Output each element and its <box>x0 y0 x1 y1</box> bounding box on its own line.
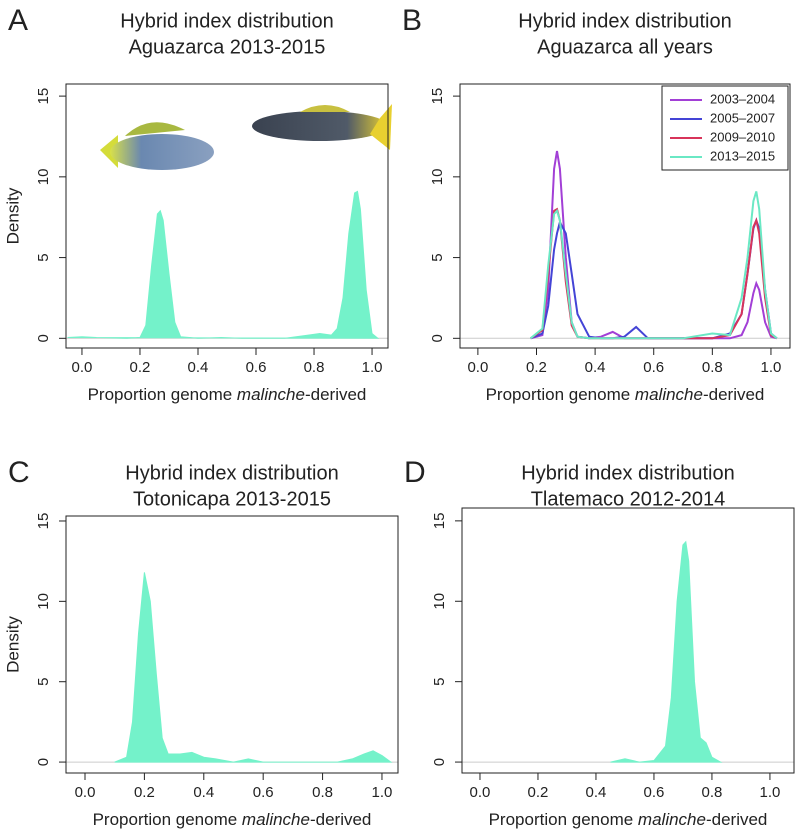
y-tick-label: 5 <box>429 253 446 261</box>
x-tick-label: 0.8 <box>304 359 325 376</box>
x-tick-label: 0.2 <box>526 359 547 376</box>
x-axis-label-part: malinche <box>242 810 310 829</box>
x-axis-label-part: -derived <box>310 810 371 829</box>
panel-letter: B <box>402 4 422 37</box>
x-axis-label-part: Proportion genome <box>93 810 242 829</box>
x-axis-label-part: -derived <box>706 810 767 829</box>
x-tick-label: 0.0 <box>75 784 96 801</box>
x-tick-label: 0.8 <box>312 784 333 801</box>
x-axis-label-part: Proportion genome <box>88 385 237 404</box>
y-tick-label: 0 <box>35 758 52 766</box>
panel-letter: A <box>8 4 28 37</box>
x-tick-label: 0.4 <box>193 784 214 801</box>
x-tick-label: 1.0 <box>362 359 383 376</box>
x-axis-label-part: malinche <box>635 385 703 404</box>
x-tick-label: 0.6 <box>253 784 274 801</box>
y-tick-label: 10 <box>35 169 52 186</box>
chart-title: Aguazarca 2013-2015 <box>129 36 326 58</box>
panel-letter: C <box>8 456 30 489</box>
y-tick-label: 15 <box>35 513 52 530</box>
density-area <box>67 190 380 339</box>
x-axis-label-part: Proportion genome <box>486 385 635 404</box>
x-axis-label: Proportion genome malinche-derived <box>486 385 765 404</box>
y-tick-label: 5 <box>35 253 52 261</box>
x-axis-label: Proportion genome malinche-derived <box>93 810 372 829</box>
legend-label: 2013–2015 <box>710 148 775 163</box>
chart-title: Hybrid index distribution <box>125 462 338 484</box>
chart-title: Tlatemaco 2012-2014 <box>531 488 726 510</box>
x-axis-label: Proportion genome malinche-derived <box>489 810 768 829</box>
y-tick-label: 15 <box>431 513 448 530</box>
y-tick-label: 0 <box>35 334 52 342</box>
x-tick-label: 0.2 <box>528 784 549 801</box>
x-tick-label: 0.8 <box>702 359 723 376</box>
x-tick-label: 0.6 <box>643 359 664 376</box>
legend-label: 2009–2010 <box>710 129 775 144</box>
chart-title: Totonicapa 2013-2015 <box>133 488 331 510</box>
x-tick-label: 1.0 <box>761 359 782 376</box>
y-tick-label: 0 <box>429 334 446 342</box>
x-axis-label-part: -derived <box>703 385 764 404</box>
y-tick-label: 0 <box>431 758 448 766</box>
x-tick-label: 0.6 <box>644 784 665 801</box>
x-tick-label: 0.8 <box>702 784 723 801</box>
x-axis-label-part: Proportion genome <box>489 810 638 829</box>
y-axis-label: Density <box>3 187 22 244</box>
legend-label: 2003–2004 <box>710 91 775 106</box>
y-tick-label: 15 <box>429 88 446 105</box>
legend-label: 2005–2007 <box>710 110 775 125</box>
x-axis-label-part: malinche <box>237 385 305 404</box>
x-tick-label: 0.0 <box>72 359 93 376</box>
x-tick-label: 0.0 <box>467 359 488 376</box>
y-tick-label: 10 <box>35 593 52 610</box>
y-tick-label: 10 <box>429 169 446 186</box>
chart-title: Hybrid index distribution <box>521 462 734 484</box>
x-axis-label-part: malinche <box>638 810 706 829</box>
chart-title: Hybrid index distribution <box>518 10 731 32</box>
x-tick-label: 0.4 <box>585 359 606 376</box>
x-tick-label: 0.4 <box>586 784 607 801</box>
y-tick-label: 5 <box>431 677 448 685</box>
x-tick-label: 0.2 <box>130 359 151 376</box>
x-tick-label: 1.0 <box>372 784 393 801</box>
chart-title: Hybrid index distribution <box>120 10 333 32</box>
density-line <box>529 191 778 340</box>
density-area <box>114 572 393 763</box>
plot-frame <box>461 507 795 774</box>
plot-frame <box>459 83 791 349</box>
x-tick-label: 0.6 <box>246 359 267 376</box>
x-tick-label: 0.4 <box>188 359 209 376</box>
y-tick-label: 15 <box>35 88 52 105</box>
x-axis-label: Proportion genome malinche-derived <box>88 385 367 404</box>
plot-frame <box>65 83 389 349</box>
y-axis-label: Density <box>3 616 22 673</box>
chart-title: Aguazarca all years <box>537 36 713 58</box>
x-tick-label: 1.0 <box>760 784 781 801</box>
y-tick-label: 5 <box>35 678 52 686</box>
x-tick-label: 0.2 <box>134 784 155 801</box>
panel-letter: D <box>404 456 426 489</box>
y-tick-label: 10 <box>431 593 448 610</box>
fish-illustration <box>100 104 392 170</box>
x-tick-label: 0.0 <box>470 784 491 801</box>
x-axis-label-part: -derived <box>305 385 366 404</box>
plot-frame <box>65 515 399 774</box>
density-area <box>610 540 723 763</box>
